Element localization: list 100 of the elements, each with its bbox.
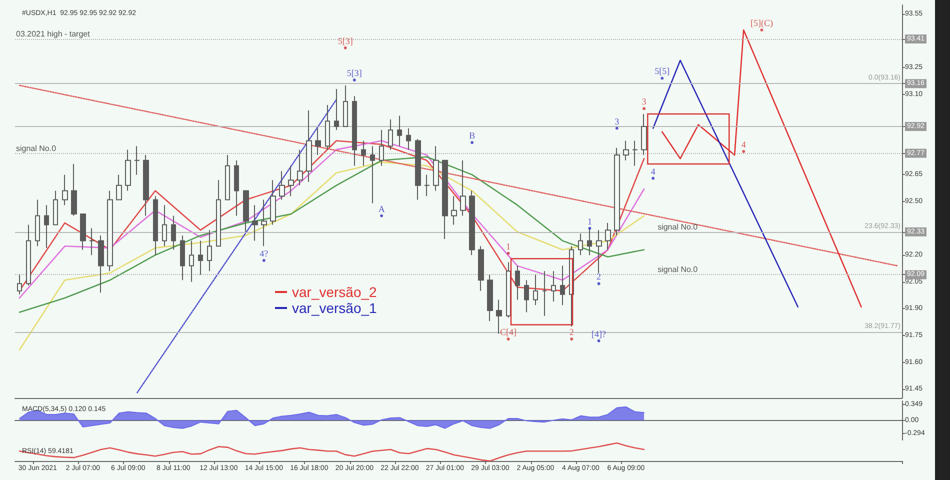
point [506, 252, 510, 255]
series-label: 3 [642, 96, 647, 107]
line-series [18, 162, 645, 350]
candlestick [279, 170, 285, 200]
candlestick [334, 88, 339, 131]
candlestick [506, 262, 511, 318]
candlestick [496, 299, 502, 334]
candlestick [460, 160, 466, 216]
point [597, 339, 600, 342]
candlestick [288, 165, 294, 197]
candlestick [632, 140, 638, 166]
candlestick [162, 204, 167, 247]
legend-label: var_versão_1 [292, 300, 378, 316]
candlestick [605, 222, 611, 250]
series-label: 5[5] [654, 66, 670, 76]
candlestick [596, 230, 602, 274]
ref-line-label: signal No.0 [16, 144, 57, 153]
candlestick [26, 224, 31, 286]
candlestick [44, 204, 49, 248]
candlestick [641, 113, 647, 156]
candlestick [433, 146, 439, 192]
candlestick [180, 234, 185, 281]
candlestick [542, 270, 547, 316]
candlestick [35, 199, 40, 247]
point [652, 176, 655, 180]
candlestick [397, 115, 402, 147]
series-label: 2 [596, 272, 602, 282]
candlestick [614, 147, 620, 236]
candlestick [361, 140, 366, 166]
candlestick [578, 233, 583, 256]
series-label: 5[3] [346, 68, 362, 78]
point [742, 150, 746, 153]
candlestick [216, 180, 221, 247]
candlestick [107, 190, 113, 272]
candlestick [306, 110, 312, 182]
ref-line-label: 03.2021 high - target [16, 29, 91, 38]
point [352, 78, 356, 82]
point [760, 28, 764, 32]
candlestick [325, 104, 330, 150]
candlestick [352, 96, 357, 166]
point [597, 282, 600, 286]
candlestick [143, 154, 149, 216]
point [262, 258, 266, 262]
point [506, 338, 510, 341]
point [588, 226, 592, 230]
candlestick [252, 204, 258, 242]
candlestick [243, 190, 249, 232]
candlestick [270, 180, 276, 226]
candlestick [80, 214, 86, 250]
point [642, 107, 646, 110]
candlestick [198, 240, 203, 276]
candlestick [388, 118, 393, 150]
candlestick [469, 190, 475, 256]
legend-label: var_versão_2 [292, 284, 378, 300]
candlestick [53, 190, 58, 226]
candlestick [315, 128, 321, 156]
series-label: 1 [506, 241, 511, 252]
series-label: 4? [260, 248, 268, 258]
point [615, 126, 618, 130]
candlestick [343, 84, 348, 127]
candlestick [189, 240, 194, 282]
ref-line-label: signal No.0 [658, 222, 698, 232]
candlestick [524, 280, 529, 313]
candlestick [370, 146, 375, 204]
series-label: 3 [614, 116, 620, 126]
series-label: [5](C) [750, 18, 773, 28]
candlestick [415, 138, 421, 200]
candlestick [153, 196, 158, 256]
series-label: A [378, 204, 386, 214]
point [570, 338, 574, 341]
point [380, 214, 384, 218]
candlestick [533, 274, 538, 306]
candlestick [551, 270, 556, 302]
candlestick [515, 265, 520, 300]
series-label: B [469, 130, 476, 141]
candlestick [62, 174, 68, 206]
candlestick [116, 174, 122, 200]
series-label: 5[3] [338, 36, 353, 46]
candlestick [424, 174, 430, 197]
candlestick [171, 215, 176, 250]
candlestick [478, 246, 484, 292]
candlestick [451, 196, 457, 226]
candlestick [379, 130, 384, 166]
candlestick [225, 154, 230, 200]
candlestick [98, 234, 104, 294]
point [344, 46, 347, 50]
point [470, 141, 474, 144]
candlestick [560, 265, 565, 306]
candlestick [406, 128, 411, 150]
candlestick [261, 199, 267, 247]
candlestick [71, 163, 77, 216]
series-label: 2 [569, 327, 574, 338]
candlestick [17, 274, 22, 295]
candlestick [89, 228, 95, 256]
candlestick [134, 146, 140, 176]
candlestick [487, 274, 493, 322]
candlestick [623, 140, 629, 161]
candlestick [297, 149, 303, 186]
candlestick [207, 230, 212, 272]
candlestick [442, 160, 448, 240]
